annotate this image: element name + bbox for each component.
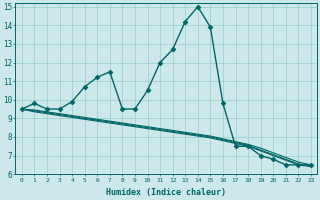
X-axis label: Humidex (Indice chaleur): Humidex (Indice chaleur): [106, 188, 226, 197]
